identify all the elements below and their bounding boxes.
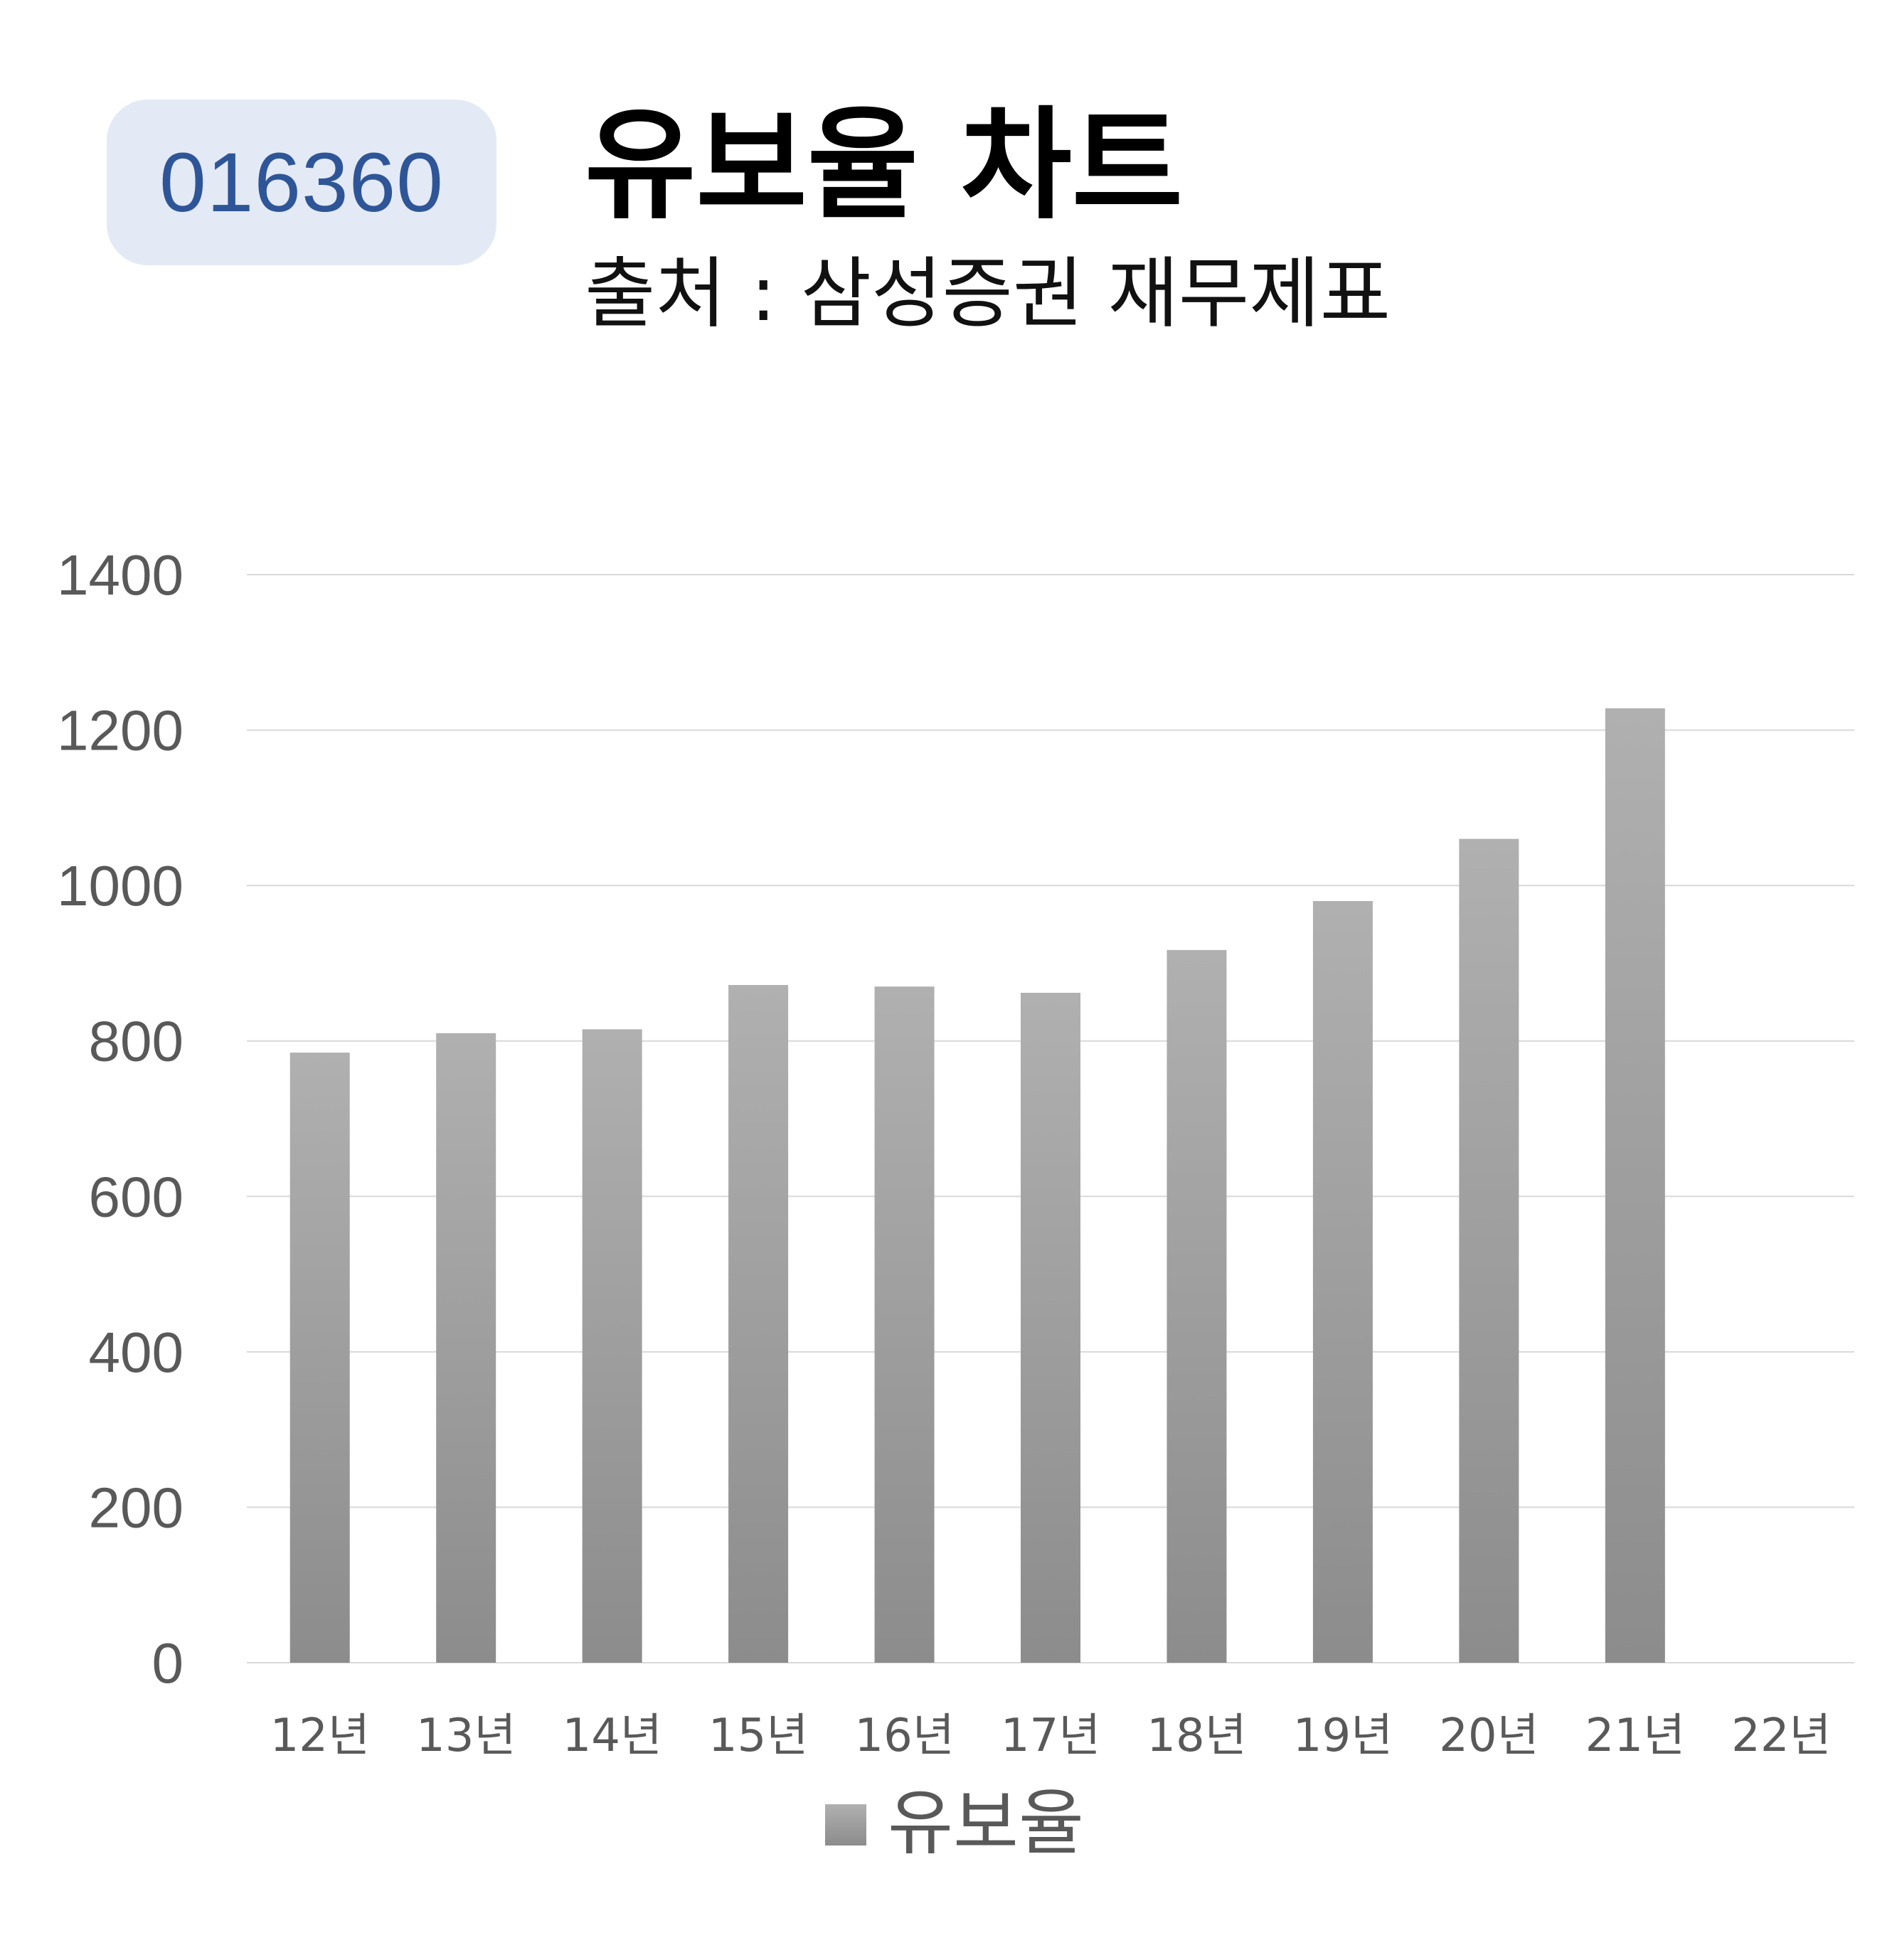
- x-tick-label: 22년: [1731, 1710, 1831, 1762]
- y-tick-label: 400: [89, 1321, 184, 1384]
- y-tick-label: 1200: [57, 699, 184, 762]
- x-tick-label: 12년: [270, 1710, 370, 1762]
- bar-15년: [728, 985, 789, 1663]
- x-tick-label: 13년: [416, 1710, 516, 1762]
- y-tick-label: 1000: [57, 854, 184, 917]
- legend-label: 유보율: [888, 1781, 1084, 1865]
- x-tick-label: 20년: [1439, 1710, 1539, 1762]
- bar-13년: [436, 1033, 496, 1663]
- y-tick-label: 800: [89, 1010, 184, 1073]
- chart-title: 유보율 차트: [585, 95, 1184, 236]
- y-tick-label: 1400: [57, 543, 184, 607]
- bar-17년: [1021, 992, 1080, 1663]
- y-tick-label: 600: [89, 1165, 184, 1228]
- bar-14년: [582, 1029, 642, 1663]
- x-tick-label: 15년: [708, 1710, 808, 1762]
- y-tick-label: 0: [152, 1631, 184, 1695]
- bar-20년: [1459, 838, 1519, 1663]
- x-tick-label: 14년: [562, 1710, 661, 1762]
- bar-16년: [874, 986, 935, 1663]
- bar-21년: [1605, 708, 1665, 1663]
- bar-18년: [1167, 949, 1227, 1663]
- legend: 유보율: [825, 1781, 1084, 1865]
- x-tick-label: 17년: [1001, 1710, 1100, 1762]
- y-tick-label: 200: [89, 1476, 184, 1539]
- x-tick-label: 19년: [1293, 1710, 1393, 1762]
- y-axis: 0 200 400 600 800 1000 1200 1400: [57, 543, 184, 1695]
- bars: [289, 708, 1665, 1663]
- x-tick-label: 16년: [854, 1710, 954, 1762]
- legend-swatch: [825, 1804, 866, 1846]
- bar-19년: [1312, 901, 1373, 1663]
- x-tick-label: 21년: [1585, 1710, 1685, 1762]
- stock-code-badge: 016360: [107, 100, 496, 265]
- bar-12년: [289, 1053, 350, 1663]
- x-tick-label: 18년: [1147, 1710, 1246, 1762]
- x-axis: 12년 13년 14년 15년 16년 17년 18년 19년 20년 21년 22년: [270, 1710, 1832, 1762]
- chart-subtitle: 출처 : 삼성증권 재무제표: [585, 250, 1391, 339]
- stock-code: 016360: [159, 135, 444, 230]
